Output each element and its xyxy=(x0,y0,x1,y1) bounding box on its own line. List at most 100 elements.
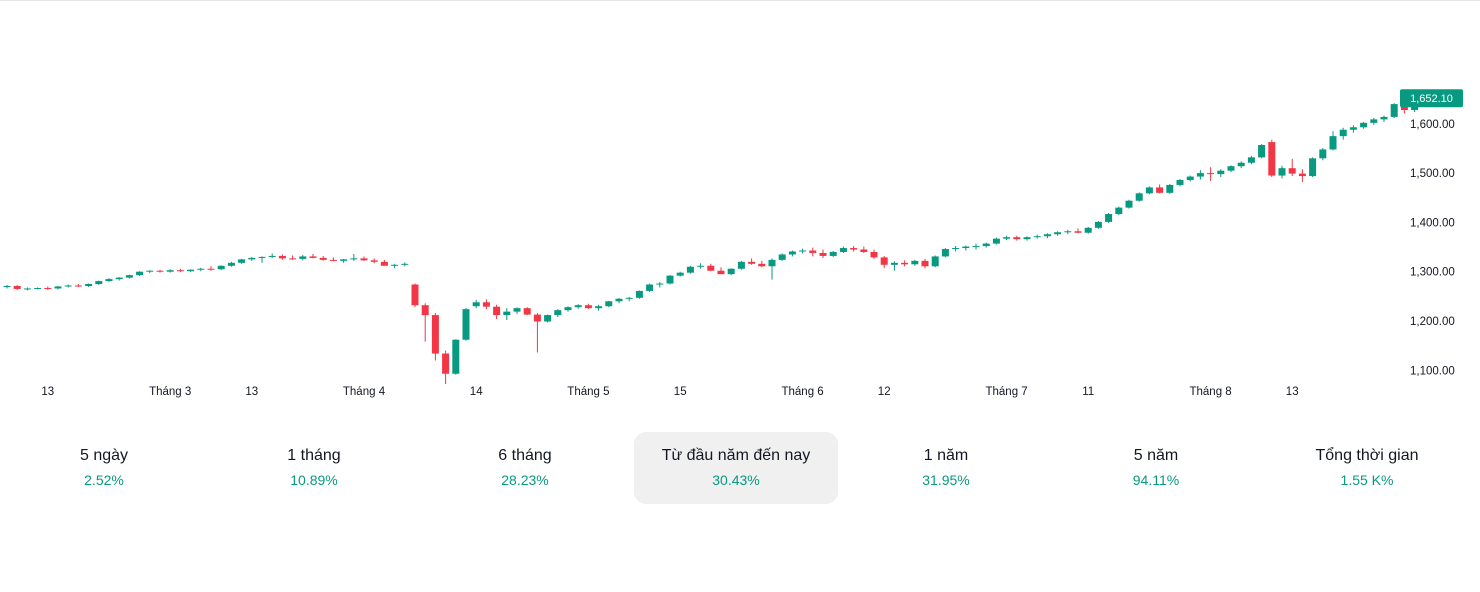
candle-body xyxy=(1166,184,1174,193)
x-tick-label: 12 xyxy=(878,386,891,398)
candlestick-chart[interactable]: 1,100.00 1,200.00 1,300.00 1,400.00 1,500.00… xyxy=(0,0,1480,410)
period-5-days[interactable]: 5 ngày 2.52% xyxy=(2,432,206,504)
candle-body xyxy=(1411,105,1419,111)
candle xyxy=(982,242,990,248)
candle xyxy=(1319,147,1327,161)
period-1-month[interactable]: 1 tháng 10.89% xyxy=(212,432,416,504)
candle xyxy=(493,304,501,320)
candle-body xyxy=(472,302,480,307)
candle xyxy=(574,304,582,309)
period-ytd[interactable]: Từ đầu năm đến nay 30.43% xyxy=(634,432,838,504)
candle xyxy=(748,258,756,265)
period-6-months[interactable]: 6 tháng 28.23% xyxy=(423,432,627,504)
candle-body xyxy=(125,275,133,278)
candle-body xyxy=(1268,142,1276,176)
candle xyxy=(1247,155,1255,165)
candle xyxy=(1370,117,1378,125)
period-5-years[interactable]: 5 năm 94.11% xyxy=(1054,432,1258,504)
candle-body xyxy=(493,306,501,316)
candle xyxy=(1339,127,1347,140)
x-tick-label: Tháng 7 xyxy=(985,386,1027,398)
x-tick-label: 13 xyxy=(245,386,258,398)
candle xyxy=(1064,229,1072,235)
candle xyxy=(227,261,235,267)
candle xyxy=(829,250,837,257)
x-tick-label: Tháng 6 xyxy=(781,386,823,398)
candle-body xyxy=(1390,104,1398,117)
candle xyxy=(278,254,286,260)
candle xyxy=(533,313,541,353)
candle-body xyxy=(1145,187,1153,194)
candle-body xyxy=(227,262,235,266)
candle-body xyxy=(207,268,215,270)
candle xyxy=(605,300,613,308)
candle xyxy=(503,308,511,321)
candle xyxy=(758,260,766,268)
candle-body xyxy=(1105,214,1113,222)
candle-body xyxy=(442,353,450,374)
candle-body xyxy=(1217,170,1225,175)
candle-body xyxy=(136,271,144,276)
candle-body xyxy=(737,261,745,269)
candle-body xyxy=(860,249,868,252)
candle-body xyxy=(1156,187,1164,193)
candle xyxy=(1023,236,1031,241)
period-all-time[interactable]: Tổng thời gian 1.55 K% xyxy=(1265,432,1469,504)
candle xyxy=(656,282,664,288)
x-tick-label: 15 xyxy=(674,386,687,398)
candle xyxy=(1135,192,1143,202)
candle-body xyxy=(717,270,725,275)
candle xyxy=(646,283,654,292)
candle-body xyxy=(758,263,766,267)
candle-body xyxy=(666,275,674,284)
candle xyxy=(217,265,225,271)
candle-body xyxy=(370,260,378,262)
candle-body xyxy=(1054,232,1062,235)
candle-body xyxy=(962,246,970,249)
candle-body xyxy=(727,268,735,275)
candle-body xyxy=(1043,234,1051,237)
candle-body xyxy=(176,270,184,272)
candle-body xyxy=(656,283,664,285)
candle-body xyxy=(1319,149,1327,159)
candle-body xyxy=(1339,129,1347,137)
candle-body xyxy=(391,264,399,266)
candle xyxy=(64,284,72,288)
candle xyxy=(462,308,470,341)
candle xyxy=(1125,199,1133,209)
candle-body xyxy=(401,263,409,265)
candle xyxy=(391,263,399,269)
candle-body xyxy=(554,310,562,316)
candle xyxy=(1084,226,1092,234)
candle xyxy=(350,253,358,261)
candle xyxy=(1288,158,1296,177)
time-axis[interactable]: 13 Tháng 3 13 Tháng 4 14 Tháng 5 15 Tháng 6 12 Th… xyxy=(41,386,1298,398)
period-1-year[interactable]: 1 năm 31.95% xyxy=(844,432,1048,504)
candle xyxy=(564,306,572,312)
candle-body xyxy=(431,315,439,354)
candle xyxy=(809,247,817,257)
period-label: 5 ngày xyxy=(79,447,129,464)
candle xyxy=(1329,131,1337,151)
candle-body xyxy=(880,257,888,265)
candle xyxy=(890,261,898,271)
price-axis[interactable]: 1,100.00 1,200.00 1,300.00 1,400.00 1,500.00… xyxy=(1410,119,1455,377)
candle-body xyxy=(1329,136,1337,150)
candle-body xyxy=(1288,168,1296,174)
candle xyxy=(380,259,388,266)
candle-body xyxy=(187,269,195,272)
candle xyxy=(595,304,603,311)
candle-body xyxy=(1309,158,1317,177)
candle-body xyxy=(411,284,419,306)
candle-body xyxy=(166,270,174,272)
candle xyxy=(1268,139,1276,178)
candle-body xyxy=(1013,237,1021,240)
candle-body xyxy=(870,251,878,258)
candle xyxy=(136,271,144,277)
candle-body xyxy=(44,287,52,289)
candle-body xyxy=(686,266,694,273)
candle xyxy=(1380,115,1388,122)
candle xyxy=(911,259,919,266)
performance-periods: 5 ngày 2.52% 1 tháng 10.89% 6 tháng 28.2… xyxy=(0,432,1480,506)
candle xyxy=(1145,186,1153,195)
